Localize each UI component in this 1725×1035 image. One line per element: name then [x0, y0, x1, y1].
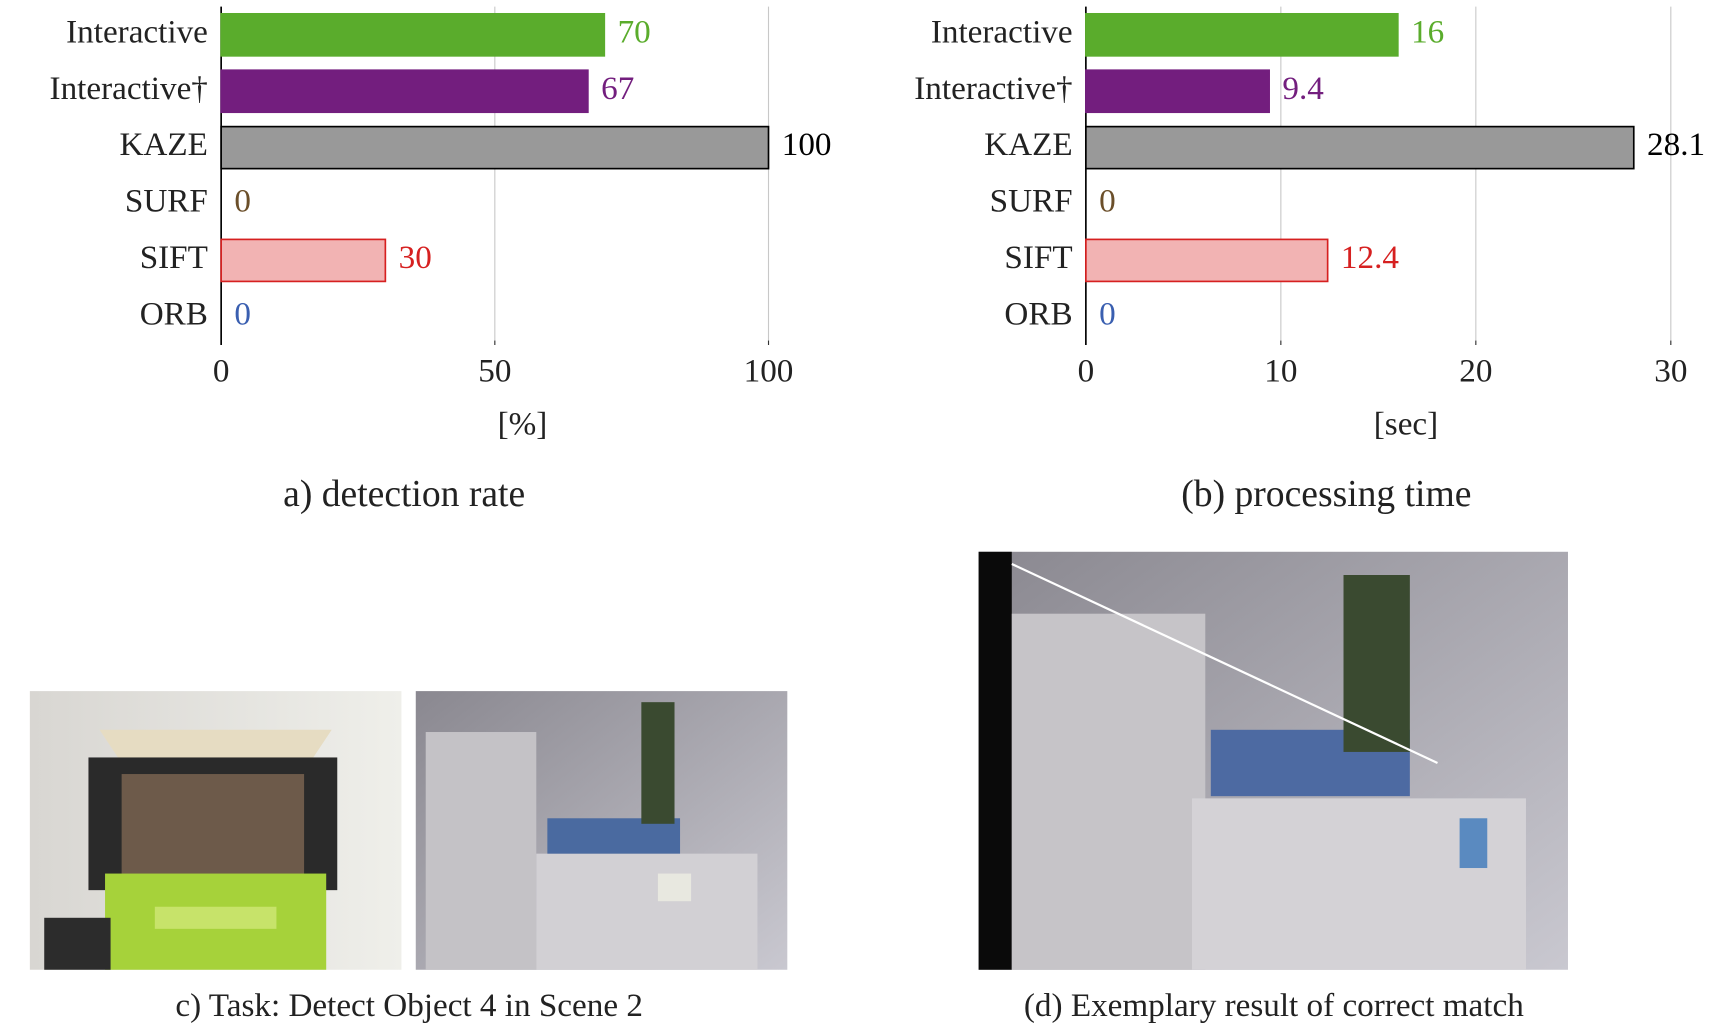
bar — [220, 12, 606, 57]
y-tick-label: SIFT — [1004, 239, 1072, 276]
value-label: 0 — [1099, 295, 1116, 332]
value-label: 0 — [234, 295, 251, 332]
x-axis-label: [sec] — [1374, 405, 1438, 442]
value-label: 70 — [618, 13, 651, 50]
y-tick-label: Interactive† — [914, 70, 1072, 107]
photo-object — [29, 691, 402, 970]
bar — [1085, 238, 1329, 283]
bar — [1085, 125, 1635, 170]
y-tick-label: KAZE — [984, 126, 1072, 163]
x-tick-label: 0 — [1078, 352, 1095, 389]
y-tick-label: ORB — [140, 295, 208, 332]
x-tick-label: 0 — [213, 352, 230, 389]
bar — [1085, 12, 1399, 57]
value-label: 28.1 — [1647, 126, 1705, 163]
value-label: 0 — [234, 183, 251, 220]
x-tick-label: 20 — [1459, 352, 1492, 389]
value-label: 0 — [1099, 183, 1116, 220]
y-tick-label: SURF — [990, 183, 1073, 220]
value-label: 12.4 — [1341, 239, 1399, 276]
value-label: 30 — [399, 239, 432, 276]
bar — [1085, 69, 1270, 114]
value-label: 9.4 — [1282, 70, 1324, 107]
panel-caption: c) Task: Detect Object 4 in Scene 2 — [175, 987, 643, 1024]
y-tick-label: SURF — [125, 183, 208, 220]
photo-scene — [415, 691, 788, 970]
x-tick-label: 10 — [1264, 352, 1297, 389]
y-tick-label: Interactive† — [50, 70, 208, 107]
x-tick-label: 50 — [478, 352, 511, 389]
panel-caption: (d) Exemplary result of correct match — [1024, 987, 1524, 1024]
bar — [220, 125, 770, 170]
bar — [220, 238, 387, 283]
chart-caption: (b) processing time — [1181, 474, 1471, 515]
y-tick-label: Interactive — [66, 13, 208, 50]
value-label: 16 — [1411, 13, 1444, 50]
bar — [220, 69, 589, 114]
x-tick-label: 30 — [1654, 352, 1687, 389]
value-label: 67 — [601, 70, 634, 107]
photo-match — [978, 551, 1568, 970]
y-tick-label: SIFT — [140, 239, 208, 276]
y-tick-label: KAZE — [119, 126, 207, 163]
value-label: 100 — [782, 126, 832, 163]
x-tick-label: 100 — [744, 352, 794, 389]
y-tick-label: Interactive — [931, 13, 1073, 50]
chart-caption: a) detection rate — [283, 474, 525, 515]
y-tick-label: ORB — [1004, 295, 1072, 332]
x-axis-label: [%] — [498, 405, 548, 442]
